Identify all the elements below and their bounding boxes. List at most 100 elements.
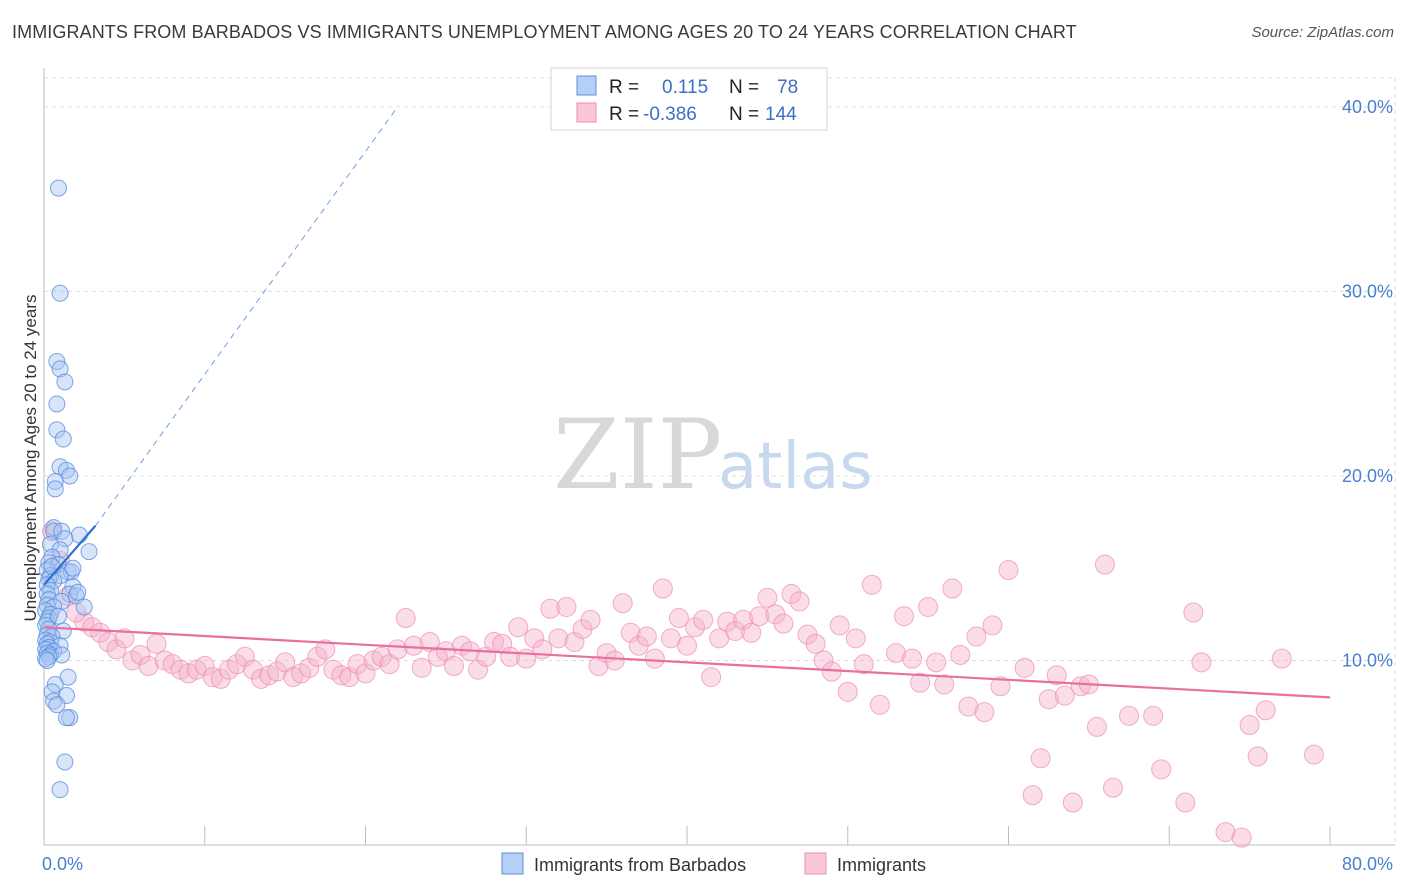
scatter-point-immigrants <box>403 635 424 656</box>
scatter-point-immigrants <box>885 643 906 664</box>
scatter-point-barbados <box>38 576 56 594</box>
scatter-point-immigrants <box>1143 705 1164 726</box>
watermark: ZIP atlas <box>553 399 873 511</box>
scatter-point-immigrants <box>1151 759 1172 780</box>
scatter-point-immigrants <box>950 644 971 665</box>
scatter-point-immigrants <box>1119 705 1140 726</box>
scatter-point-immigrants <box>98 632 119 653</box>
scatter-point-immigrants <box>693 609 714 630</box>
scatter-point-barbados <box>46 472 64 490</box>
bottom-legend-swatch-barbados <box>501 852 524 875</box>
watermark-atlas: atlas <box>718 430 873 504</box>
scatter-point-barbados <box>64 559 82 577</box>
legend-r-value-0: 0.115 <box>662 77 708 98</box>
scatter-point-immigrants <box>1070 676 1091 697</box>
x-tick-label: 0.0% <box>42 854 83 874</box>
scatter-point-immigrants <box>974 702 995 723</box>
scatter-point-immigrants <box>540 598 561 619</box>
scatter-point-immigrants <box>1271 648 1292 669</box>
scatter-point-immigrants <box>194 656 215 677</box>
scatter-point-immigrants <box>66 602 87 623</box>
scatter-point-barbados <box>51 284 69 302</box>
scatter-point-immigrants <box>580 609 601 630</box>
scatter-point-barbados <box>41 535 59 553</box>
scatter-point-immigrants <box>1030 748 1051 769</box>
trend-line-barbados-extension <box>95 106 399 527</box>
axis-layer: 10.0% 20.0% 30.0% 40.0% 0.0% 80.0% <box>42 68 1395 874</box>
scatter-point-immigrants <box>1303 744 1324 765</box>
scatter-point-immigrants <box>492 633 513 654</box>
scatter-point-immigrants <box>1191 652 1212 673</box>
scatter-point-immigrants <box>556 596 577 617</box>
scatter-point-immigrants <box>934 674 955 695</box>
scatter-point-immigrants <box>1175 792 1196 813</box>
scatter-point-barbados <box>49 179 67 197</box>
scatter-point-immigrants <box>1094 554 1115 575</box>
scatter-point-immigrants <box>685 617 706 638</box>
legend-swatch-barbados <box>576 75 597 96</box>
scatter-point-immigrants <box>1038 689 1059 710</box>
scatter-point-immigrants <box>845 628 866 649</box>
scatter-point-immigrants <box>1239 715 1260 736</box>
scatter-point-immigrants <box>1183 602 1204 623</box>
scatter-point-barbados <box>48 395 66 413</box>
scatter-point-immigrants <box>668 608 689 629</box>
y-axis-title: Unemployment Among Ages 20 to 24 years <box>21 295 40 622</box>
scatter-point-immigrants <box>564 632 585 653</box>
scatter-point-immigrants <box>894 606 915 627</box>
scatter-point-immigrants <box>781 584 802 605</box>
scatter-point-immigrants <box>725 620 746 641</box>
scatter-point-immigrants <box>1231 827 1252 848</box>
scatter-point-immigrants <box>130 644 151 665</box>
scatter-point-immigrants <box>524 628 545 649</box>
scatter-point-barbados <box>43 557 61 575</box>
scatter-point-immigrants <box>315 639 336 660</box>
scatter-point-barbados <box>53 646 71 664</box>
scatter-point-immigrants <box>226 654 247 675</box>
legend-n-label-1: N = <box>729 104 759 125</box>
scatter-point-barbados <box>48 421 66 439</box>
legend-swatch-immigrants <box>576 102 597 123</box>
scatter-point-immigrants <box>749 606 770 627</box>
scatter-point-immigrants <box>411 657 432 678</box>
scatter-point-immigrants <box>942 578 963 599</box>
scatter-point-immigrants <box>1054 685 1075 706</box>
scatter-point-barbados <box>61 467 79 485</box>
scatter-point-immigrants <box>114 628 135 649</box>
scatter-point-immigrants <box>644 648 665 669</box>
scatter-point-barbados <box>56 530 74 548</box>
y-tick-label: 20.0% <box>1342 466 1393 486</box>
scatter-point-immigrants <box>958 696 979 717</box>
scatter-point-barbados <box>49 607 67 625</box>
scatter-point-barbados <box>54 430 72 448</box>
scatter-point-immigrants <box>733 609 754 630</box>
x-tick-label: 80.0% <box>1342 854 1393 874</box>
scatter-point-barbados <box>69 583 87 601</box>
scatter-point-immigrants <box>1102 777 1123 798</box>
scatter-point-immigrants <box>548 628 569 649</box>
scatter-point-immigrants <box>990 676 1011 697</box>
bottom-legend-label-immigrants: Immigrants <box>837 855 926 875</box>
trend-line-immigrants <box>43 626 1331 699</box>
bottom-legend: Immigrants from Barbados Immigrants <box>501 852 926 875</box>
scatter-point-immigrants <box>652 578 673 599</box>
scatter-point-immigrants <box>612 593 633 614</box>
scatter-point-immigrants <box>1247 746 1268 767</box>
legend-n-value-0: 78 <box>777 77 798 98</box>
scatter-point-barbados <box>38 651 56 669</box>
scatter-point-immigrants <box>532 639 553 660</box>
scatter-point-immigrants <box>620 622 641 643</box>
scatter-point-immigrants <box>604 650 625 671</box>
trend-layer <box>43 106 1331 699</box>
scatter-point-immigrants <box>355 663 376 684</box>
scatter-point-barbados <box>59 668 77 686</box>
scatter-point-immigrants <box>1022 785 1043 806</box>
y-tick-label: 30.0% <box>1342 281 1393 301</box>
legend-r-label-0: R = <box>609 77 639 98</box>
scatter-point-immigrants <box>234 646 255 667</box>
points-layer <box>37 179 1324 848</box>
scatter-point-immigrants <box>741 622 762 643</box>
scatter-point-immigrants <box>138 656 159 677</box>
scatter-point-immigrants <box>773 613 794 634</box>
scatter-point-immigrants <box>869 694 890 715</box>
